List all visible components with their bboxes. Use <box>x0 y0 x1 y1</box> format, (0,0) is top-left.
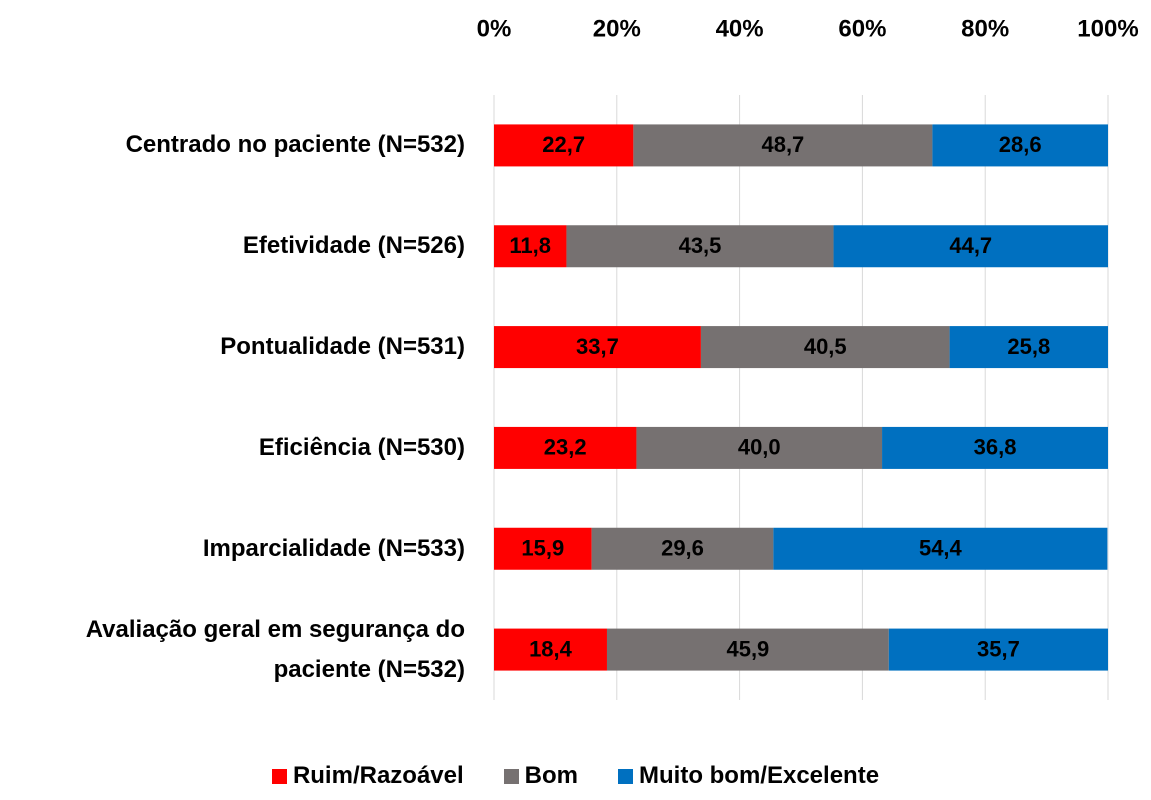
legend-swatch <box>271 768 287 784</box>
category-label: Eficiência (N=530) <box>258 433 465 461</box>
legend-label: Ruim/Razoável <box>292 762 464 789</box>
data-label: 28,6 <box>999 132 1042 157</box>
data-label: 33,7 <box>576 334 619 359</box>
bar-segment <box>633 124 933 167</box>
bar-segment <box>882 426 1108 469</box>
data-label: 35,7 <box>977 636 1020 661</box>
bar-segment <box>494 225 567 268</box>
data-label: 22,7 <box>542 132 585 157</box>
bar-segment <box>833 225 1108 268</box>
data-label: 54,4 <box>919 536 963 561</box>
data-label: 43,5 <box>679 233 722 258</box>
x-tick-label: 40% <box>716 15 764 42</box>
data-label: 36,8 <box>974 435 1017 460</box>
bar-segment <box>591 527 774 570</box>
legend: Ruim/Razoável Bom Muito bom/Excelente <box>0 762 1151 790</box>
bar-segment <box>636 426 883 469</box>
category-label: Centrado no paciente (N=532) <box>125 131 465 159</box>
x-tick-label: 60% <box>838 15 886 42</box>
data-label: 23,2 <box>544 435 587 460</box>
bar-segment <box>494 124 634 167</box>
bar-segment <box>700 326 950 369</box>
bar-segment <box>566 225 834 268</box>
legend-label: Muito bom/Excelente <box>639 762 880 789</box>
legend-item: Ruim/Razoável <box>271 762 464 790</box>
legend-label: Bom <box>524 762 578 789</box>
x-tick-label: 0% <box>477 15 512 42</box>
data-label: 40,0 <box>738 435 781 460</box>
bar-segment <box>494 527 592 570</box>
category-label: Imparcialidade (N=533) <box>202 534 465 562</box>
bar-segment <box>494 326 701 369</box>
data-label: 18,4 <box>529 636 573 661</box>
category-label: Avaliação geral em segurança do paciente… <box>85 615 465 683</box>
category-label: Efetividade (N=526) <box>242 232 465 260</box>
bar-segment <box>932 124 1108 167</box>
category-label: Pontualidade (N=531) <box>220 333 465 361</box>
data-label: 44,7 <box>949 233 992 258</box>
data-label: 45,9 <box>726 636 769 661</box>
data-label: 25,8 <box>1007 334 1050 359</box>
x-tick-label: 100% <box>1077 15 1138 42</box>
bar-segment <box>773 527 1108 570</box>
legend-swatch <box>503 768 519 784</box>
legend-swatch <box>618 768 633 784</box>
data-label: 48,7 <box>761 132 804 157</box>
x-tick-label: 80% <box>961 15 1009 42</box>
bar-segment <box>949 326 1108 369</box>
data-label: 40,5 <box>804 334 847 359</box>
legend-item: Bom <box>503 762 578 790</box>
bar-segment <box>494 628 607 671</box>
bar-segment <box>606 628 889 671</box>
x-tick-label: 20% <box>593 15 641 42</box>
bar-segment <box>888 628 1108 671</box>
data-label: 15,9 <box>521 536 564 561</box>
data-label: 29,6 <box>661 536 704 561</box>
data-label: 11,8 <box>509 233 551 258</box>
legend-item: Muito bom/Excelente <box>618 762 879 790</box>
bar-segment <box>494 426 637 469</box>
